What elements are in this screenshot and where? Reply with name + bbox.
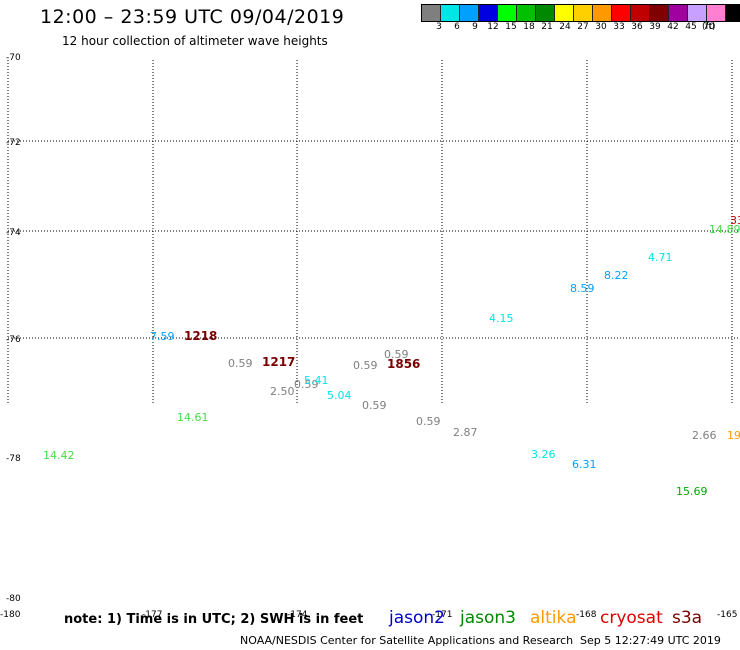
wave-height-value: 14.89 — [709, 223, 740, 236]
latitude-label: -78 — [6, 454, 21, 464]
legend-swatch — [650, 5, 669, 21]
legend-swatch — [555, 5, 574, 21]
wave-height-value: 5.41 — [304, 374, 329, 387]
longitude-label: -177 — [142, 610, 162, 620]
wave-height-value: 19 — [727, 429, 740, 442]
longitude-label: -168 — [576, 610, 597, 620]
map-title: 12:00 – 23:59 UTC 09/04/2019 — [40, 6, 345, 28]
latitude-label: -70 — [6, 53, 21, 63]
latitude-labels: -70 -72 -74 -76 -78 -80 — [6, 53, 21, 604]
map-subtitle: 12 hour collection of altimeter wave hei… — [62, 34, 328, 48]
legend-swatch — [688, 5, 707, 21]
pass-time-label: 1218 — [184, 329, 218, 343]
legend-swatch — [460, 5, 479, 21]
longitude-labels: -180 -177 -174 -171 -168 -165 — [0, 610, 737, 620]
wave-height-value: 2.66 — [692, 429, 717, 442]
legend-swatch — [631, 5, 650, 21]
pass-time-label: 1856 — [387, 357, 421, 371]
legend-tick-label: 18 — [523, 22, 535, 32]
legend-tick-label: 42 — [667, 22, 679, 32]
satellite-label-cryosat: cryosat — [600, 608, 663, 628]
longitude-label: -165 — [717, 610, 737, 620]
longitude-label: -180 — [0, 610, 21, 620]
wave-height-value: 2.50 — [270, 385, 295, 398]
legend-swatch — [707, 5, 726, 21]
wave-height-value: 0.59 — [294, 378, 319, 391]
wave-height-value: 6.31 — [572, 458, 597, 471]
wave-height-value: 2.87 — [453, 426, 478, 439]
color-legend-bar — [421, 4, 740, 22]
wave-height-value: 15.69 — [676, 485, 708, 498]
wave-height-value: 7.59 — [150, 330, 175, 343]
wave-height-value: 3.26 — [531, 448, 556, 461]
footer-timestamp: Sep 5 12:27:49 UTC 2019 — [580, 634, 721, 647]
pass-time-label: 1217 — [262, 355, 296, 369]
wave-height-value: 14.61 — [177, 411, 209, 424]
legend-tick-label: 21 — [541, 22, 553, 32]
legend-swatch — [669, 5, 688, 21]
legend-tick-label: 3 — [436, 22, 442, 32]
latitude-label: -76 — [6, 335, 21, 345]
map-grid — [7, 60, 740, 405]
legend-tick-label: 70 — [703, 22, 715, 32]
wave-height-value: 0.59 — [353, 359, 378, 372]
legend-swatch — [593, 5, 612, 21]
legend-tick-label: 39 — [649, 22, 661, 32]
footer-credit: NOAA/NESDIS Center for Satellite Applica… — [240, 634, 574, 647]
wave-height-value: 4.15 — [489, 312, 514, 325]
wave-height-value: 14.42 — [43, 449, 75, 462]
wave-height-value: 8.59 — [570, 282, 595, 295]
legend-tick-label: 33 — [613, 22, 625, 32]
latitude-label: -74 — [6, 228, 21, 238]
satellite-label-jason2: jason2 — [389, 608, 445, 628]
longitude-label: -174 — [287, 610, 308, 620]
satellite-label-altika: altika — [530, 608, 577, 628]
legend-swatch — [517, 5, 536, 21]
wave-height-value: 0.59 — [362, 399, 387, 412]
legend-tick-label: 6 — [454, 22, 460, 32]
legend-swatch — [479, 5, 498, 21]
legend-unit: (ft) — [702, 22, 716, 32]
wave-height-value: 8.22 — [604, 269, 629, 282]
wave-height-value: 4.71 — [648, 251, 673, 264]
legend-tick-label: 12 — [487, 22, 499, 32]
legend-swatch — [574, 5, 593, 21]
wave-height-value: 0.59 — [416, 415, 441, 428]
legend-swatch — [422, 5, 441, 21]
legend-tick-label: 27 — [577, 22, 589, 32]
legend-tick-label: 24 — [559, 22, 571, 32]
wave-height-value: 0.59 — [384, 348, 409, 361]
satellite-label-jason3: jason3 — [460, 608, 516, 628]
latitude-label: -80 — [6, 594, 21, 604]
legend-swatch — [441, 5, 460, 21]
longitude-label: -171 — [432, 610, 452, 620]
legend-tick-label: 36 — [631, 22, 643, 32]
legend-tick-label: 9 — [472, 22, 478, 32]
wave-height-value: 5.04 — [327, 389, 352, 402]
legend-tick-label: 15 — [505, 22, 517, 32]
legend-tick-label: 45 — [685, 22, 697, 32]
legend-swatch — [726, 5, 740, 21]
legend-tick-label: 30 — [595, 22, 607, 32]
legend-swatch — [498, 5, 517, 21]
wave-height-value: 0.59 — [228, 357, 253, 370]
latitude-label: -72 — [6, 138, 21, 148]
satellite-label-s3a: s3a — [672, 608, 703, 628]
legend-swatch — [612, 5, 631, 21]
wave-height-value: 33 — [730, 214, 740, 227]
units-note: note: 1) Time is in UTC; 2) SWH is in fe… — [64, 612, 364, 627]
legend-swatch — [536, 5, 555, 21]
